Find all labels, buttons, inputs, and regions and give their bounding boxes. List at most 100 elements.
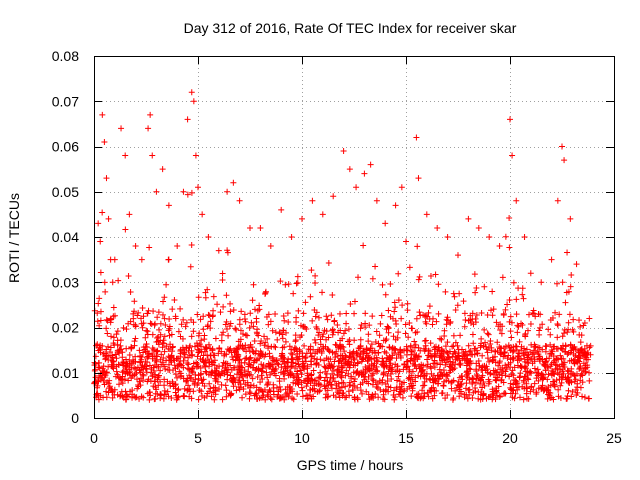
data-point [408, 372, 415, 379]
data-point [481, 326, 488, 333]
data-point [335, 368, 342, 375]
y-tick-label: 0.06 [52, 139, 79, 155]
data-point [350, 348, 357, 355]
data-point [425, 393, 432, 400]
data-point [265, 321, 272, 328]
data-point [325, 382, 332, 389]
data-point [482, 339, 489, 346]
data-point [454, 353, 461, 360]
data-point [531, 380, 538, 387]
data-point [278, 206, 285, 213]
data-point [463, 380, 470, 387]
data-point [295, 377, 302, 384]
data-point [505, 352, 512, 359]
data-point [578, 346, 585, 353]
data-point [475, 375, 482, 382]
data-point [99, 111, 106, 118]
data-point [239, 331, 246, 338]
data-point [487, 307, 494, 314]
data-point [384, 354, 391, 361]
data-point [300, 310, 307, 317]
data-point [303, 383, 310, 390]
data-point [479, 352, 486, 359]
data-point [200, 313, 207, 320]
data-point [465, 342, 472, 349]
data-point [263, 314, 270, 321]
data-point [212, 368, 219, 375]
data-point [408, 380, 415, 387]
data-point [427, 272, 434, 279]
data-point [548, 256, 555, 263]
x-tick-label: 10 [294, 430, 310, 446]
data-point [334, 389, 341, 396]
data-point [346, 166, 353, 173]
data-point [256, 386, 263, 393]
data-point [536, 344, 543, 351]
data-point [196, 330, 203, 337]
data-point [331, 358, 338, 365]
data-point [465, 215, 472, 222]
data-point [146, 362, 153, 369]
data-point [453, 354, 460, 361]
data-point [304, 370, 311, 377]
data-point [311, 306, 318, 313]
data-point [331, 317, 338, 324]
data-point [129, 372, 136, 379]
data-point [568, 393, 575, 400]
data-point [163, 391, 170, 398]
data-point [105, 389, 112, 396]
data-point [218, 368, 225, 375]
data-point [227, 300, 234, 307]
data-point [280, 313, 287, 320]
data-point [355, 274, 362, 281]
data-point [334, 321, 341, 328]
data-point [374, 380, 381, 387]
data-point [531, 343, 538, 350]
data-point [554, 322, 561, 329]
data-point [430, 376, 437, 383]
data-point [551, 382, 558, 389]
data-point [360, 347, 367, 354]
data-point [97, 317, 104, 324]
data-point [151, 361, 158, 368]
data-point [118, 346, 125, 353]
data-point [509, 387, 516, 394]
data-point [556, 371, 563, 378]
data-point [517, 370, 524, 377]
data-point [521, 234, 528, 240]
data-point [567, 342, 574, 349]
data-point [100, 363, 107, 370]
data-point [467, 317, 474, 324]
data-point [264, 381, 271, 388]
data-point [315, 381, 322, 388]
data-point [454, 302, 461, 309]
data-point [317, 369, 324, 376]
data-point [224, 247, 231, 254]
data-point [262, 339, 269, 346]
data-point [97, 238, 104, 245]
data-point [545, 326, 552, 333]
data-point [365, 338, 372, 345]
data-point [115, 277, 122, 284]
data-point [513, 197, 520, 204]
data-point [110, 361, 117, 368]
data-point [177, 347, 184, 354]
data-point [161, 387, 168, 394]
data-point [100, 369, 107, 376]
data-point [420, 372, 427, 379]
data-point [586, 315, 593, 322]
data-point [126, 358, 133, 365]
data-point [565, 387, 572, 394]
data-point [126, 351, 133, 358]
data-point [207, 325, 214, 332]
y-tick-label: 0.03 [52, 274, 79, 290]
data-point [106, 377, 113, 384]
data-point [447, 318, 454, 325]
data-point [496, 243, 503, 250]
data-point [113, 355, 120, 362]
data-point [333, 382, 340, 389]
data-point [264, 335, 271, 342]
data-point [455, 384, 462, 391]
data-point [187, 342, 194, 349]
data-point [111, 256, 118, 263]
